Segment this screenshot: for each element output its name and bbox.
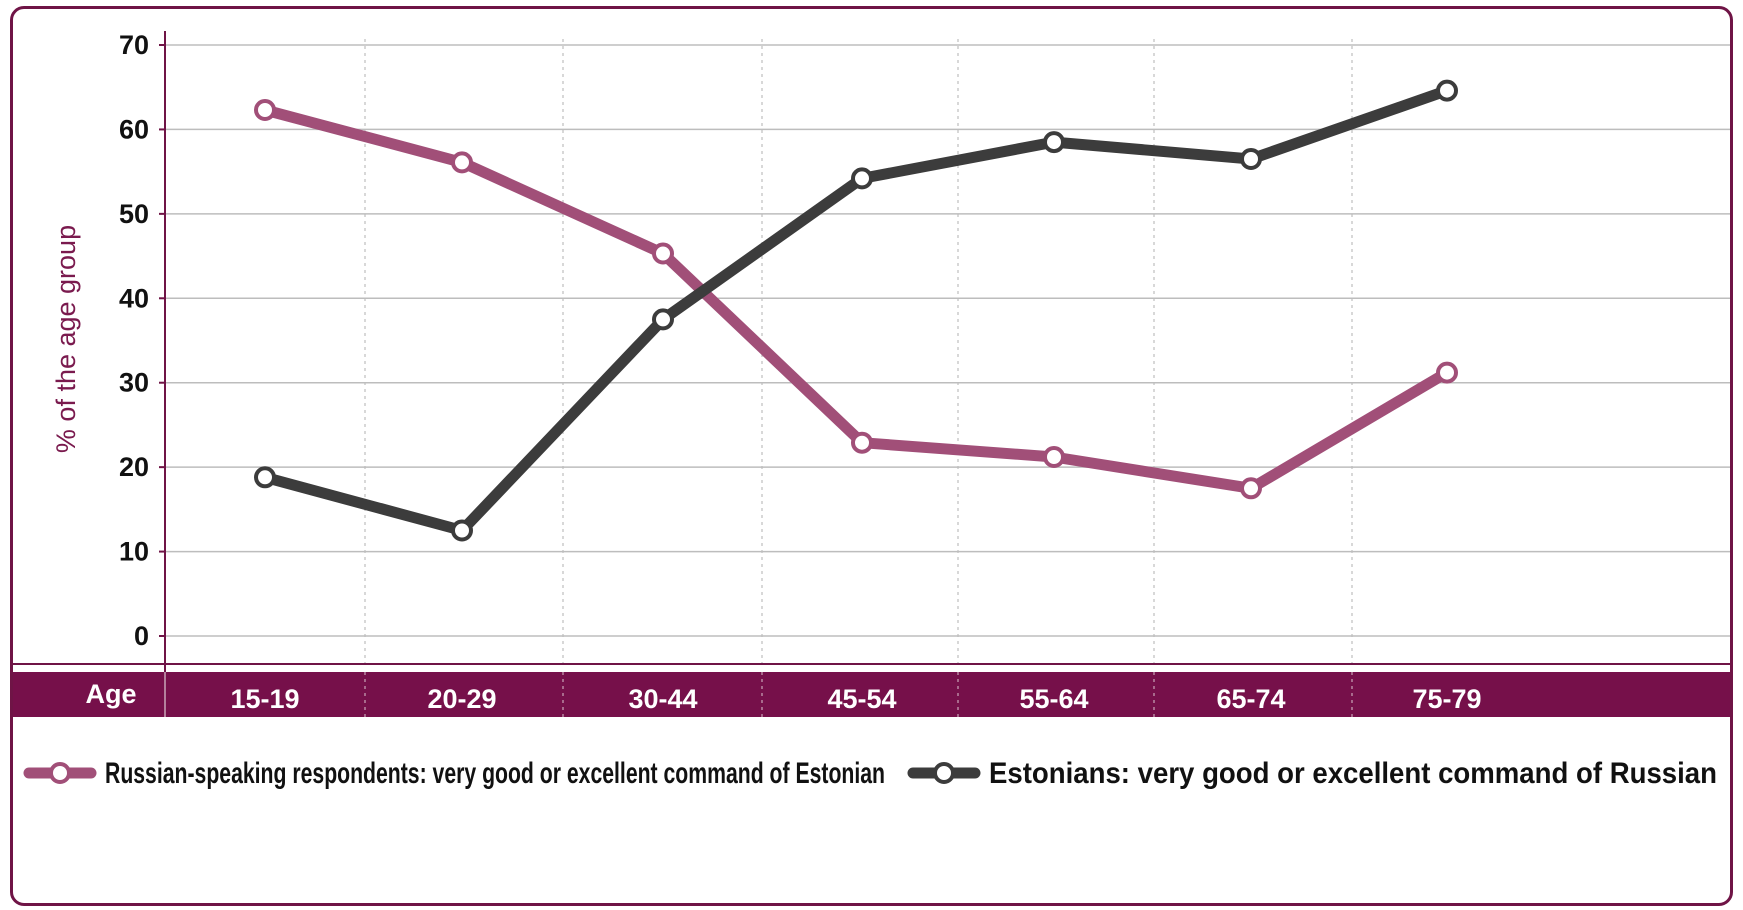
data-point [851,431,873,454]
age-axis-band-background [13,672,1730,717]
series-2 [254,79,1458,542]
x-tick-label: 55-64 [1019,684,1088,714]
data-point [1240,477,1262,500]
data-point [1043,131,1065,154]
legend-label: Estonians: very good or excellent comman… [989,757,1717,790]
y-axis-title: % of the age group [51,225,81,453]
x-tick-label: 15-19 [230,684,299,714]
age-axis-title: Age [85,679,136,709]
y-axis: % of the age group 0 10 20 30 40 50 60 70 [51,30,166,672]
y-tick-label: 70 [119,30,149,60]
age-axis-band: Age 15-19 20-29 30-44 45-54 55-64 65-74 75-79 [13,672,1730,717]
legend-item-2: Estonians: very good or excellent comman… [907,757,1717,790]
data-point [254,466,276,489]
data-point [451,151,473,174]
chart-frame: % of the age group 0 10 20 30 40 50 60 70 Age 1… [10,6,1733,906]
data-point [851,167,873,190]
legend: Russian-speaking respondents: very good … [23,757,1717,790]
data-point [451,519,473,542]
series-1 [254,99,1458,500]
y-tick-label: 40 [119,283,149,313]
x-tick-label: 30-44 [628,684,697,714]
y-tick-label: 60 [119,114,149,144]
y-tick-label: 50 [119,199,149,229]
line-chart: % of the age group 0 10 20 30 40 50 60 70 Age 1… [13,30,1730,790]
data-point [1436,79,1458,102]
data-point [652,242,674,265]
data-point [1043,446,1065,468]
y-tick-label: 30 [119,368,149,398]
data-point [1240,148,1262,170]
data-point [1436,361,1458,384]
legend-swatch-marker [49,762,71,784]
series-line [259,104,1453,494]
x-tick-label: 65-74 [1216,684,1285,714]
legend-item-1: Russian-speaking respondents: very good … [23,757,885,790]
series-lines [254,79,1458,542]
y-tick-label: 10 [119,537,149,567]
x-tick-label: 75-79 [1412,684,1481,714]
legend-swatch-marker [933,762,955,784]
x-tick-label: 45-54 [827,684,896,714]
data-point [652,308,674,331]
data-point [254,99,276,121]
y-tick-label: 20 [119,452,149,482]
y-tick-label: 0 [134,621,149,651]
legend-label: Russian-speaking respondents: very good … [105,757,885,790]
grid [13,39,1730,665]
x-tick-label: 20-29 [427,684,496,714]
